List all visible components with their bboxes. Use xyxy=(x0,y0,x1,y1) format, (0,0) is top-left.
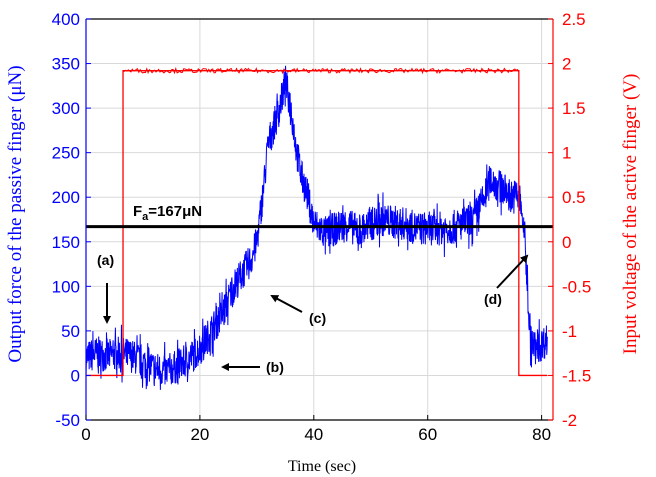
y-right-tick-label: -1.5 xyxy=(562,366,591,385)
y-right-tick-label: 2 xyxy=(562,55,571,74)
y-axis-left-title: Output force of the passive finger (μN) xyxy=(5,65,26,362)
x-tick-label: 80 xyxy=(532,425,551,444)
axes xyxy=(85,18,554,421)
y-left-tick-label: 100 xyxy=(52,277,80,296)
y-left-tick-label: 400 xyxy=(52,10,80,29)
y-right-tick-label: 1 xyxy=(562,144,571,163)
y-right-tick-label: -2 xyxy=(562,411,577,430)
voltage-series xyxy=(86,66,548,377)
y-left-tick-label: 0 xyxy=(71,366,80,385)
y-right-tick-label: -1 xyxy=(562,322,577,341)
x-tick-label: 60 xyxy=(418,425,437,444)
annotation-arrow xyxy=(496,254,529,289)
force-series xyxy=(85,65,548,390)
reference-line-label: Fa=167μN xyxy=(133,203,202,223)
ticks: 0 20 40 60 80-50050100150200250300350400-2-1… xyxy=(52,10,592,444)
annotation-label: (a) xyxy=(97,252,114,268)
voltage-plateau-noise xyxy=(122,66,520,75)
annotation-label: (c) xyxy=(309,310,326,326)
grid xyxy=(86,19,553,420)
x-tick-label: 0 xyxy=(81,425,90,444)
annotation-label: (d) xyxy=(484,291,502,307)
y-left-tick-label: 350 xyxy=(52,55,80,74)
y-left-tick-label: 50 xyxy=(61,322,80,341)
y-right-tick-label: 0.5 xyxy=(562,188,586,207)
y-right-tick-label: 0 xyxy=(562,233,571,252)
annotation-arrow xyxy=(270,295,303,313)
y-left-tick-label: -50 xyxy=(55,411,80,430)
x-tick-label: 40 xyxy=(304,425,323,444)
annotations: (a) (b) (c) (d) xyxy=(97,252,529,375)
x-axis-title: Time (sec) xyxy=(288,458,356,475)
x-tick-label: 20 xyxy=(190,425,209,444)
y-left-tick-label: 250 xyxy=(52,144,80,163)
y-right-tick-label: 1.5 xyxy=(562,99,586,118)
annotation-label: (b) xyxy=(266,359,284,375)
y-right-tick-label: 2.5 xyxy=(562,10,586,29)
y-left-tick-label: 300 xyxy=(52,99,80,118)
force-line xyxy=(85,65,548,390)
y-left-tick-label: 200 xyxy=(52,188,80,207)
y-axis-right-title: Input voltage of the active finger (V) xyxy=(620,74,641,355)
y-right-tick-label: -0.5 xyxy=(562,277,591,296)
y-left-tick-label: 150 xyxy=(52,233,80,252)
